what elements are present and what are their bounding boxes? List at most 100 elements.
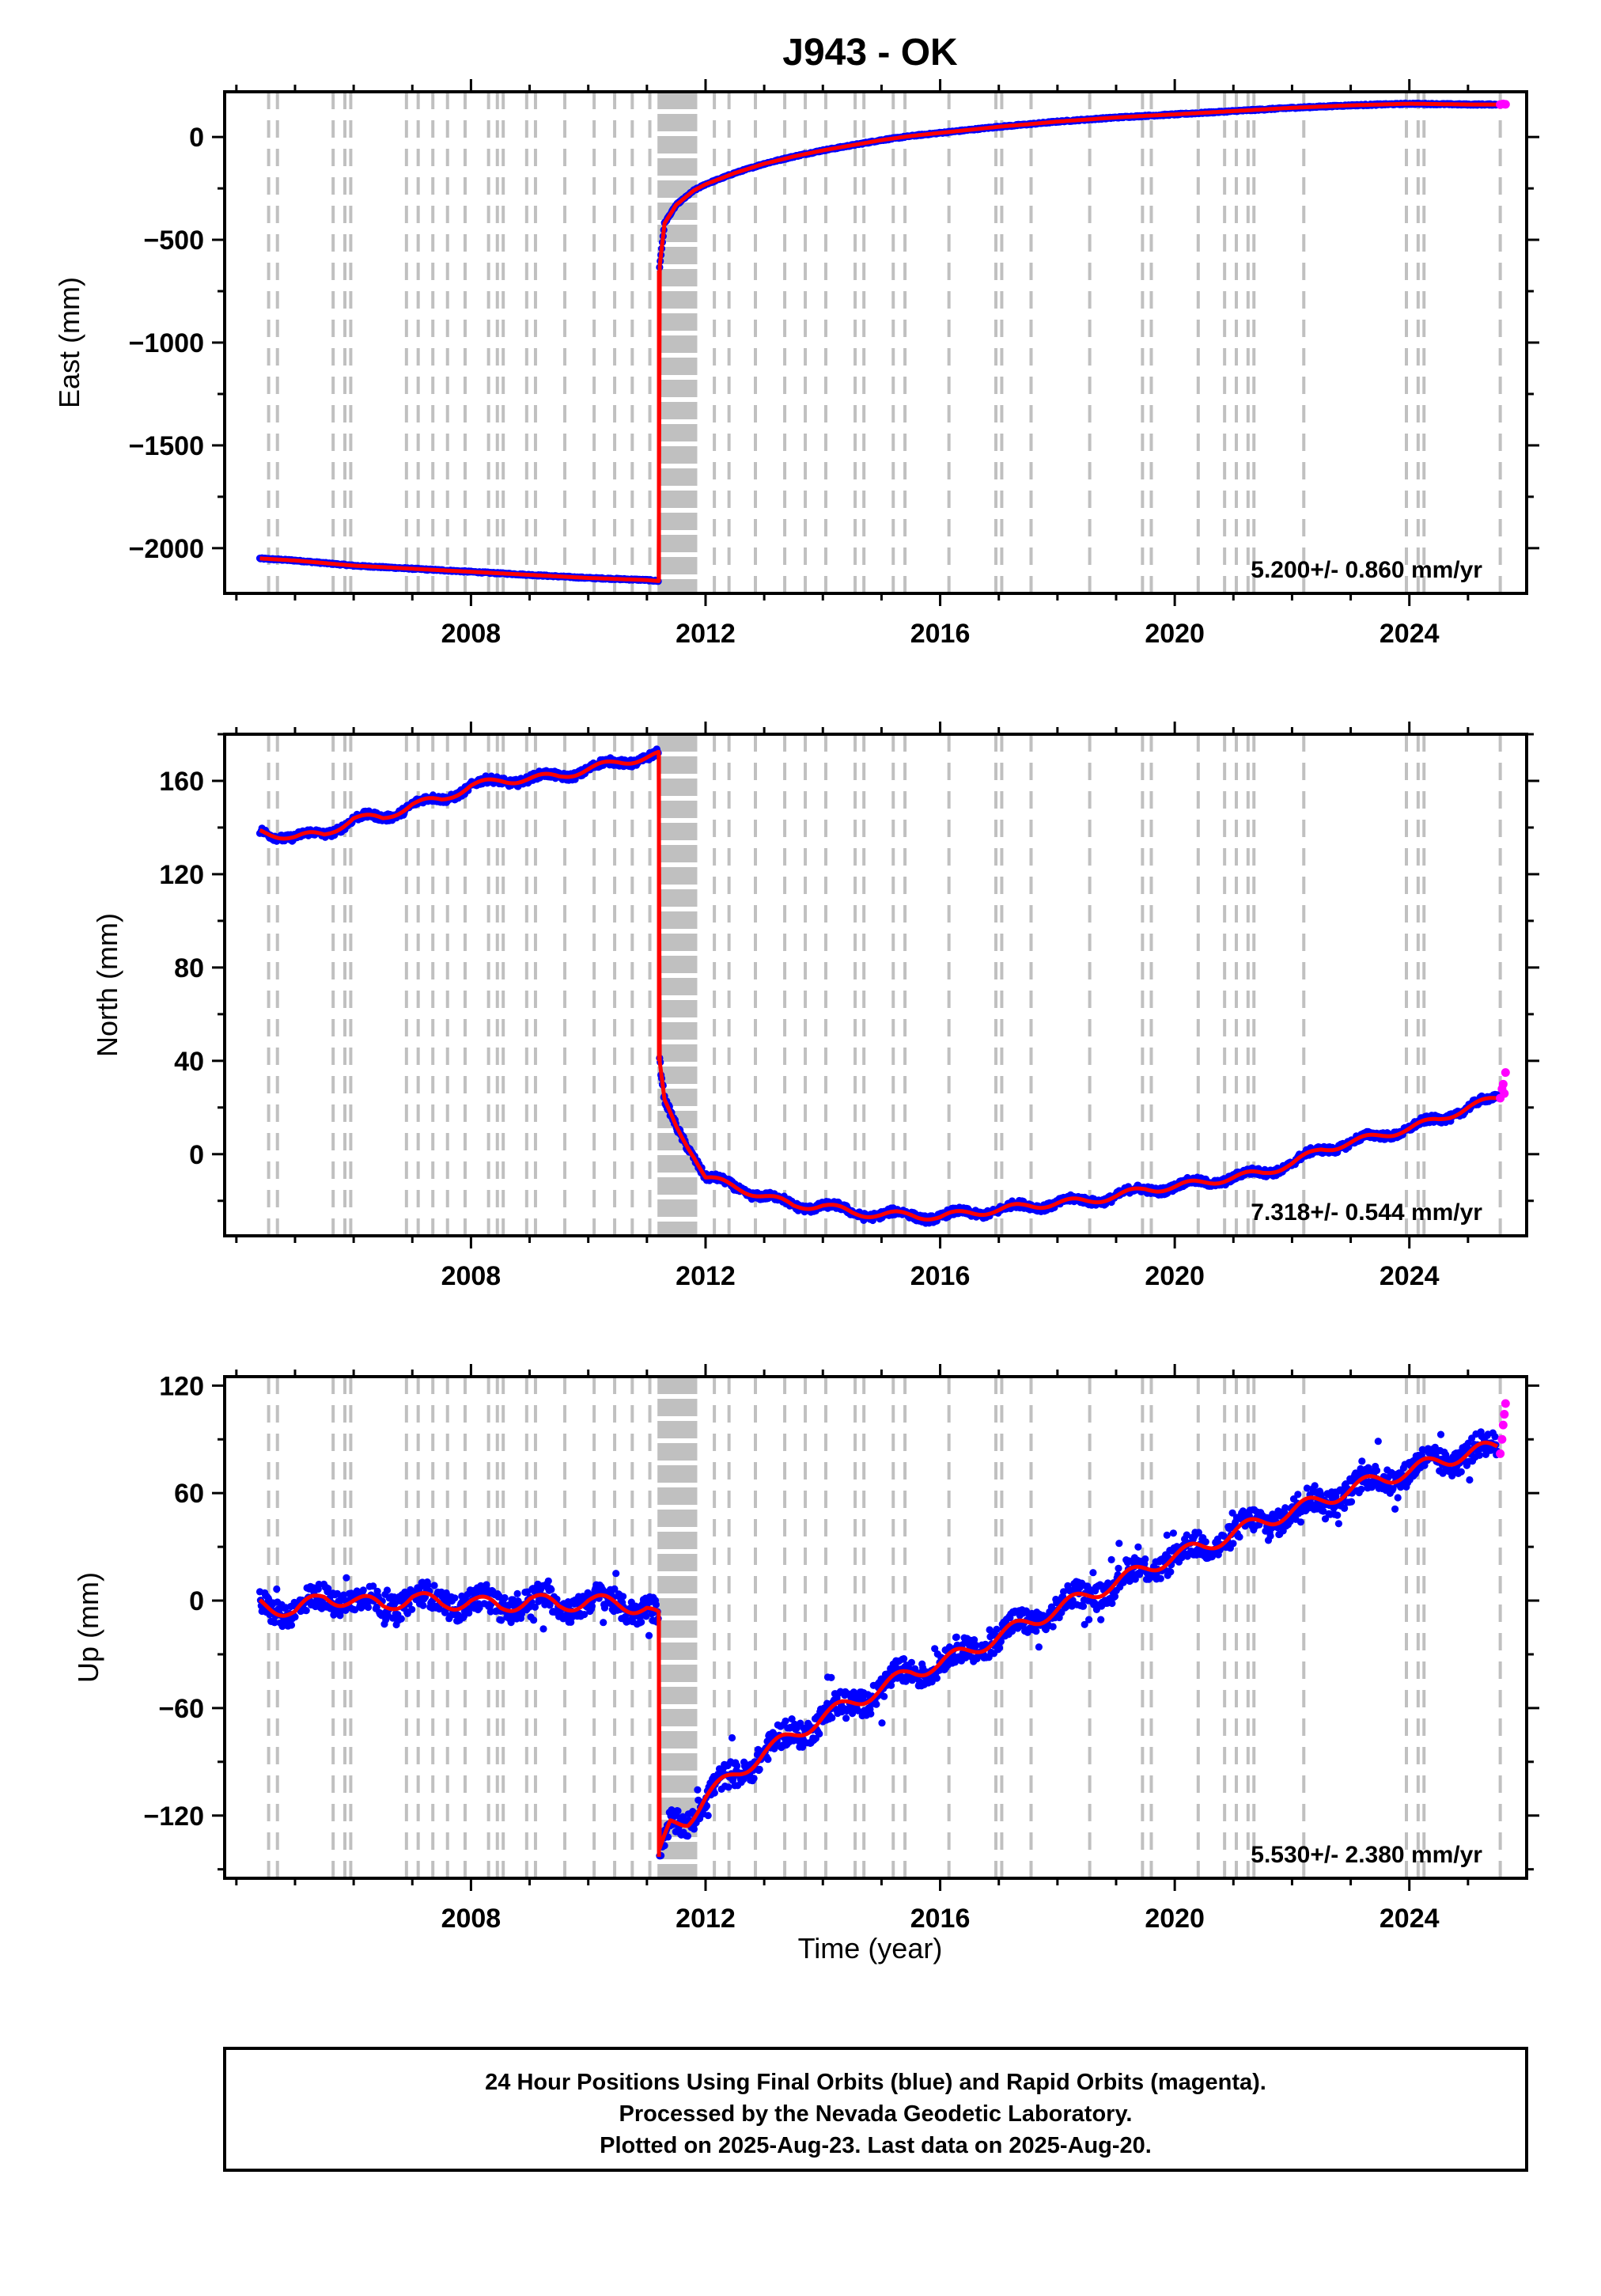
data-point	[419, 1601, 427, 1609]
data-point	[383, 1586, 392, 1594]
data-point	[408, 1605, 416, 1613]
data-point	[619, 1593, 627, 1601]
y-tick-label: 0	[189, 1140, 204, 1170]
data-point	[683, 1832, 692, 1840]
rapid-point	[1501, 1068, 1510, 1078]
data-point	[900, 1655, 908, 1663]
data-point	[273, 1585, 281, 1593]
y-tick-label: 120	[159, 860, 204, 890]
x-axis: 2008 2012 2016 2020 2024	[235, 79, 1470, 649]
plot-area	[255, 1377, 1510, 1878]
data-point	[764, 1756, 772, 1764]
y-axis-label: North (mm)	[91, 913, 123, 1057]
data-point	[690, 1825, 698, 1833]
x-tick-label: 2016	[910, 619, 971, 649]
data-point	[544, 1577, 552, 1585]
data-point	[645, 1631, 653, 1639]
event-lines	[267, 92, 1502, 593]
data-point	[878, 1719, 886, 1727]
x-tick-label: 2024	[1380, 1261, 1440, 1291]
y-tick-label: 40	[174, 1047, 204, 1077]
y-axis: −2000 −1500 −1000 −500 0	[129, 123, 1539, 564]
x-tick-label: 2008	[441, 1261, 501, 1291]
data-point	[397, 1615, 405, 1623]
rapid-point	[1501, 100, 1510, 109]
final-orbit-points	[255, 99, 1501, 585]
data-point	[750, 1775, 758, 1783]
data-point	[612, 1570, 620, 1578]
event-lines	[267, 1377, 1502, 1878]
data-point	[451, 1594, 459, 1602]
data-point	[888, 1681, 895, 1689]
data-point	[933, 1674, 941, 1682]
data-point	[513, 1589, 521, 1597]
data-point	[547, 1586, 555, 1593]
post-event-band	[657, 734, 698, 1236]
rate-label: 7.318+/- 0.544 mm/yr	[1251, 1199, 1482, 1226]
data-point	[842, 1714, 850, 1722]
data-point	[674, 1807, 682, 1815]
x-tick-label: 2016	[910, 1261, 971, 1291]
y-axis-label: East (mm)	[53, 277, 85, 408]
y-tick-label: −500	[143, 225, 204, 256]
y-tick-label: −2000	[129, 534, 205, 564]
data-point	[996, 1644, 1004, 1652]
plot-frame	[223, 733, 1528, 1237]
data-point	[872, 1700, 880, 1708]
post-event-band	[657, 1377, 698, 1878]
data-point	[302, 1607, 310, 1615]
y-tick-label: 0	[189, 123, 204, 153]
data-point	[733, 1762, 741, 1770]
y-axis: 0 40 80 120 160	[159, 733, 1539, 1203]
rapid-point	[1498, 1079, 1508, 1089]
data-point	[343, 1574, 350, 1582]
data-point	[952, 1633, 960, 1641]
y-tick-label: 160	[159, 767, 204, 797]
data-point	[816, 1730, 823, 1738]
x-tick-label: 2020	[1145, 1261, 1205, 1291]
model-fit-line	[259, 749, 1498, 1222]
final-orbit-points	[255, 1428, 1501, 1860]
data-point	[539, 1625, 547, 1633]
rapid-orbit-points	[1496, 1068, 1510, 1103]
data-point	[501, 1593, 509, 1602]
post-event-band	[657, 92, 698, 593]
data-point	[725, 1783, 732, 1791]
data-point	[287, 1621, 296, 1629]
plot-area	[255, 92, 1510, 593]
chart-title: J943 - OK	[782, 32, 958, 74]
data-point	[827, 1673, 835, 1681]
rate-label: 5.200+/- 0.860 mm/yr	[1251, 557, 1482, 583]
data-point	[782, 1717, 789, 1725]
event-lines	[267, 734, 1502, 1236]
final-orbit-points	[255, 745, 1501, 1227]
y-tick-label: −1000	[129, 328, 205, 358]
data-point	[359, 1586, 367, 1594]
rapid-orbit-points	[1496, 99, 1510, 109]
data-point	[530, 1616, 538, 1624]
data-point	[430, 1582, 438, 1589]
x-tick-label: 2012	[676, 1261, 736, 1291]
data-point	[694, 1786, 702, 1794]
x-tick-label: 2024	[1380, 619, 1440, 649]
plot-frame	[223, 90, 1528, 595]
data-point	[704, 1812, 712, 1820]
x-tick-label: 2012	[676, 619, 736, 649]
data-point	[364, 1603, 373, 1612]
rapid-point	[1500, 1089, 1509, 1098]
north-panel: 2008 2012 2016 2020 2024 0 40 80 120 160 North (mm…	[91, 722, 1539, 1291]
x-tick-label: 2020	[1145, 619, 1205, 649]
data-point	[755, 1765, 763, 1773]
plot-area	[255, 734, 1510, 1236]
x-tick-label: 2008	[441, 619, 501, 649]
data-point	[880, 1692, 888, 1700]
east-panel: 2008 2012 2016 2020 2024 −2000 −1500 −1000 −500 0…	[53, 79, 1539, 649]
data-point	[907, 1658, 915, 1666]
y-tick-label: 80	[174, 953, 204, 983]
data-point	[828, 1714, 836, 1722]
data-point	[867, 1710, 875, 1718]
y-tick-label: −1500	[129, 431, 205, 461]
model-fit-line	[259, 101, 1498, 583]
